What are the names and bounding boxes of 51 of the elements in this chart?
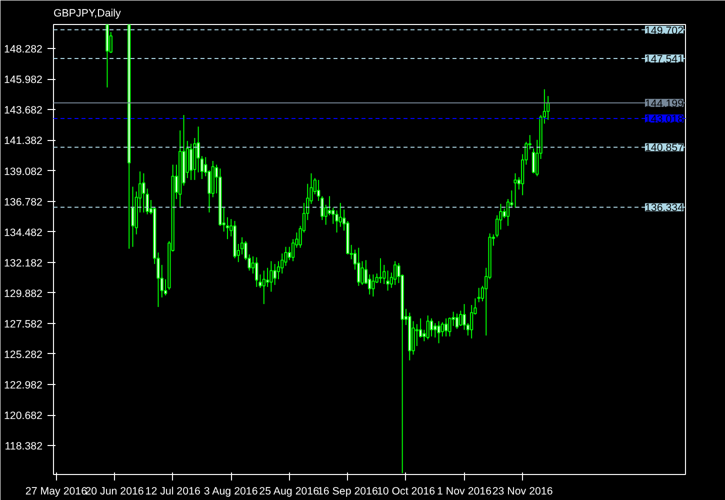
x-tick-label: 23 Nov 2016 [492, 486, 553, 498]
y-tick-label: 141.382 [4, 135, 43, 148]
x-tick-label: 20 Jun 2016 [85, 486, 144, 498]
candlestick [142, 172, 146, 213]
candlestick [514, 172, 517, 208]
x-tick-label: 1 Nov 2016 [437, 486, 492, 498]
x-tick-label: 27 May 2016 [25, 486, 88, 498]
ref-line-label: 144.199 [644, 98, 684, 110]
y-tick-label: 120.682 [4, 410, 43, 422]
x-tick-label: 25 Aug 2016 [259, 486, 320, 498]
y-tick-label: 139.082 [4, 166, 43, 178]
y-tick-label: 145.982 [4, 74, 43, 86]
y-tick-label: 132.182 [4, 257, 43, 270]
y-tick-label: 148.282 [4, 44, 43, 56]
y-tick-label: 125.282 [4, 348, 43, 361]
candlestick [426, 314, 430, 340]
y-tick-label: 143.682 [4, 104, 43, 117]
y-tick-label: 127.582 [4, 318, 43, 330]
candlestick [477, 287, 480, 303]
candlestick [393, 260, 397, 286]
y-tick-label: 122.982 [4, 379, 43, 392]
candlestick [357, 247, 360, 286]
y-tick-label: 134.482 [4, 226, 43, 239]
ref-line-label: 140.857 [644, 142, 684, 154]
candlestick [262, 270, 266, 305]
candlestick [270, 260, 273, 292]
y-tick-label: 129.882 [4, 288, 43, 300]
candlestick [273, 263, 276, 286]
candlestick [459, 310, 462, 326]
ref-line-label: 147.541 [644, 53, 684, 66]
candlestick [437, 320, 440, 344]
ref-line-label: 149.702 [644, 24, 684, 37]
candlestick [455, 313, 459, 330]
candlestick [328, 196, 332, 216]
ref-line-label: 143.018 [644, 114, 684, 126]
candlestick [430, 318, 434, 337]
candlestick [255, 256, 258, 288]
candlestick [288, 246, 291, 261]
x-tick-label: 12 Jul 2016 [145, 486, 200, 498]
y-tick-label: 118.382 [4, 440, 43, 453]
x-tick-label: 10 Oct 2016 [376, 486, 436, 498]
candlestick [372, 274, 375, 297]
y-tick-label: 136.782 [4, 196, 43, 208]
ref-line-label: 136.334 [644, 202, 684, 214]
x-tick-label: 3 Aug 2016 [204, 486, 258, 498]
x-tick-label: 16 Sep 2016 [317, 486, 378, 498]
candlestick [444, 318, 448, 337]
chart-title: GBPJPY,Daily [54, 8, 122, 20]
candlestick [266, 267, 270, 288]
candlestick [434, 322, 437, 338]
candlestick [378, 258, 382, 284]
